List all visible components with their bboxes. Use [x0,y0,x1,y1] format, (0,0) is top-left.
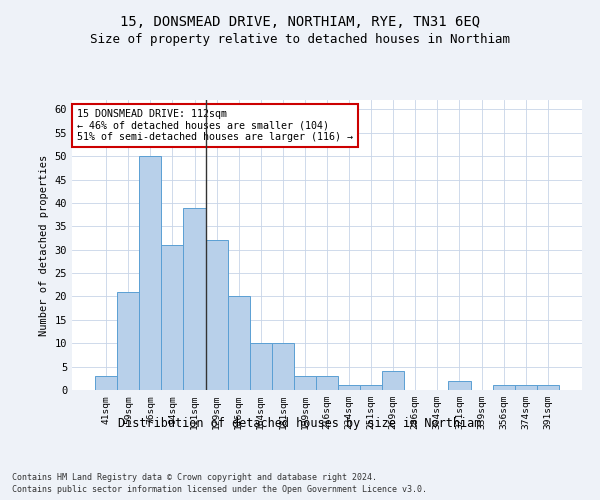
Text: Size of property relative to detached houses in Northiam: Size of property relative to detached ho… [90,32,510,46]
Bar [161,245,184,390]
Bar [316,376,338,390]
Text: Contains public sector information licensed under the Open Government Licence v3: Contains public sector information licen… [12,485,427,494]
Text: Distribution of detached houses by size in Northiam: Distribution of detached houses by size … [118,418,482,430]
Bar [294,376,316,390]
Bar [515,386,537,390]
Text: 15, DONSMEAD DRIVE, NORTHIAM, RYE, TN31 6EQ: 15, DONSMEAD DRIVE, NORTHIAM, RYE, TN31 … [120,15,480,29]
Bar [184,208,206,390]
Bar [117,292,139,390]
Bar [448,380,470,390]
Bar [493,386,515,390]
Bar [139,156,161,390]
Bar [206,240,227,390]
Bar [227,296,250,390]
Bar [382,372,404,390]
Bar [250,343,272,390]
Bar [537,386,559,390]
Bar [338,386,360,390]
Bar [272,343,294,390]
Bar [95,376,117,390]
Bar [360,386,382,390]
Y-axis label: Number of detached properties: Number of detached properties [39,154,49,336]
Text: Contains HM Land Registry data © Crown copyright and database right 2024.: Contains HM Land Registry data © Crown c… [12,472,377,482]
Text: 15 DONSMEAD DRIVE: 112sqm
← 46% of detached houses are smaller (104)
51% of semi: 15 DONSMEAD DRIVE: 112sqm ← 46% of detac… [77,108,353,142]
